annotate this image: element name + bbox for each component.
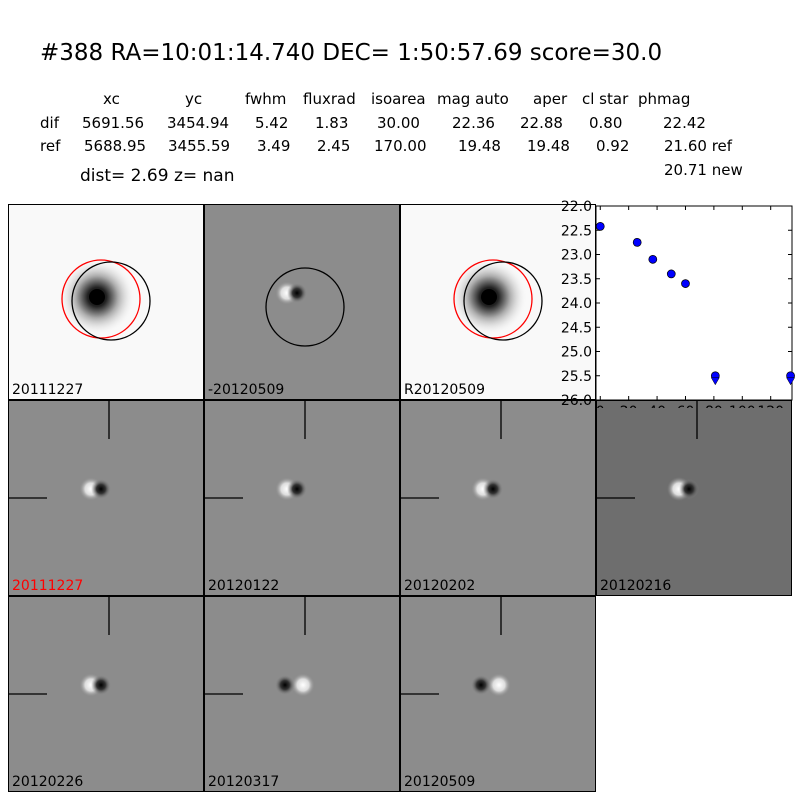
- stamp-date-label: 20120122: [208, 578, 280, 594]
- stamp-date-label: R20120509: [404, 382, 485, 398]
- dif-cell: 30.00: [377, 114, 420, 132]
- column-header-cell: mag auto: [437, 90, 509, 108]
- column-header-cell: aper: [533, 90, 568, 108]
- data-point: [648, 254, 658, 264]
- ref-cell: 19.48: [458, 137, 501, 155]
- x-tick-label: 120: [757, 404, 784, 408]
- stamp-date-label: 20120216: [600, 578, 672, 594]
- column-header-cell: fwhm: [245, 90, 287, 108]
- data-point: [681, 279, 690, 288]
- stamp-panel: 20120216: [596, 400, 792, 596]
- ref-cell: 2.45: [317, 137, 351, 155]
- stamp-date-label: 20111227: [12, 578, 84, 594]
- stamp-image: [9, 597, 203, 791]
- ref-cell: 3455.59: [168, 137, 231, 155]
- light-curve-chart: 22.0 22.5 23.0 23.5 24.0 24.5 25.0 25.5 26.0 0 20 4…: [561, 199, 796, 408]
- stamp-date-label: 20111227: [12, 382, 84, 398]
- y-tick-label: 23.0: [561, 248, 592, 264]
- data-point: [595, 222, 605, 231]
- y-tick-label: 24.0: [561, 296, 592, 312]
- stamp-panel: 20120122: [204, 400, 400, 596]
- ref-cell: 170.00: [374, 137, 427, 155]
- data-point: [666, 269, 676, 279]
- y-tick-label: 25.0: [561, 345, 592, 361]
- ref-label: ref: [40, 137, 61, 155]
- stamp-date-label: 20120226: [12, 774, 84, 790]
- stamp-panel: 20120226: [8, 596, 204, 792]
- stamp-panel: R20120509: [400, 204, 596, 400]
- x-tick-label: 60: [677, 404, 695, 408]
- dif-label: dif: [40, 114, 59, 132]
- column-header-cell: phmag: [638, 90, 691, 108]
- column-header-cell: isoarea: [371, 90, 426, 108]
- stamp-image: [205, 205, 399, 399]
- column-header-cell: cl star: [582, 90, 629, 108]
- stamp-panel: -20120509: [204, 204, 400, 400]
- stamp-panel: 20111227: [8, 400, 204, 596]
- x-tick-label: 20: [620, 404, 638, 408]
- stamp-panel: 20120317: [204, 596, 400, 792]
- dif-cell: 5691.56: [82, 114, 145, 132]
- candidate-title: #388 RA=10:01:14.740 DEC= 1:50:57.69 sco…: [40, 40, 663, 66]
- stamp-image: [401, 401, 595, 595]
- stamp-panel: 20111227: [8, 204, 204, 400]
- dif-cell: 22.42: [663, 114, 706, 132]
- ref-cell: 3.49: [257, 137, 291, 155]
- dif-cell: 5.42: [255, 114, 289, 132]
- dif-cell: 22.88: [520, 114, 563, 132]
- x-tick-label: 100: [729, 404, 756, 408]
- stamp-date-label: 20120509: [404, 774, 476, 790]
- column-header-cell: yc: [185, 90, 203, 108]
- ref-cell: 19.48: [527, 137, 570, 155]
- ref-cell: 5688.95: [84, 137, 147, 155]
- y-tick-label: 22.0: [561, 199, 592, 215]
- stamp-image: [9, 205, 203, 399]
- dif-cell: 3454.94: [167, 114, 230, 132]
- y-tick-label: 22.5: [561, 223, 592, 239]
- column-header-cell: xc: [103, 90, 120, 108]
- stamp-image: [401, 597, 595, 791]
- ref-cell: 21.60 ref: [664, 137, 733, 155]
- dif-cell: 0.80: [589, 114, 623, 132]
- stamp-image: [205, 597, 399, 791]
- y-tick-label: 25.5: [561, 369, 592, 385]
- new-phmag: 20.71 new: [664, 161, 743, 179]
- dist-z-readout: dist= 2.69 z= nan: [80, 166, 235, 186]
- column-header-cell: fluxrad: [303, 90, 356, 108]
- y-tick-label: 26.0: [561, 393, 592, 408]
- x-tick-label: 0: [596, 404, 605, 408]
- y-tick-label: 24.5: [561, 320, 592, 336]
- dif-cell: 1.83: [315, 114, 349, 132]
- upper-limit-arrow: [710, 377, 720, 386]
- y-tick-label: 23.5: [561, 272, 592, 288]
- stamp-panel: 20120202: [400, 400, 596, 596]
- stamp-panel: 20120509: [400, 596, 596, 792]
- stamp-date-label: -20120509: [208, 382, 285, 398]
- x-tick-label: 40: [648, 404, 666, 408]
- dif-cell: 22.36: [452, 114, 495, 132]
- stamp-date-label: 20120317: [208, 774, 280, 790]
- stamp-image: [9, 401, 203, 595]
- stamp-image: [597, 401, 791, 595]
- ref-cell: 0.92: [596, 137, 630, 155]
- data-point: [632, 238, 642, 247]
- plot-frame: [595, 205, 793, 401]
- stamp-image: [205, 401, 399, 595]
- upper-limit-arrow: [786, 377, 796, 386]
- stamp-image: [401, 205, 595, 399]
- x-tick-label: 80: [705, 404, 723, 408]
- stamp-date-label: 20120202: [404, 578, 476, 594]
